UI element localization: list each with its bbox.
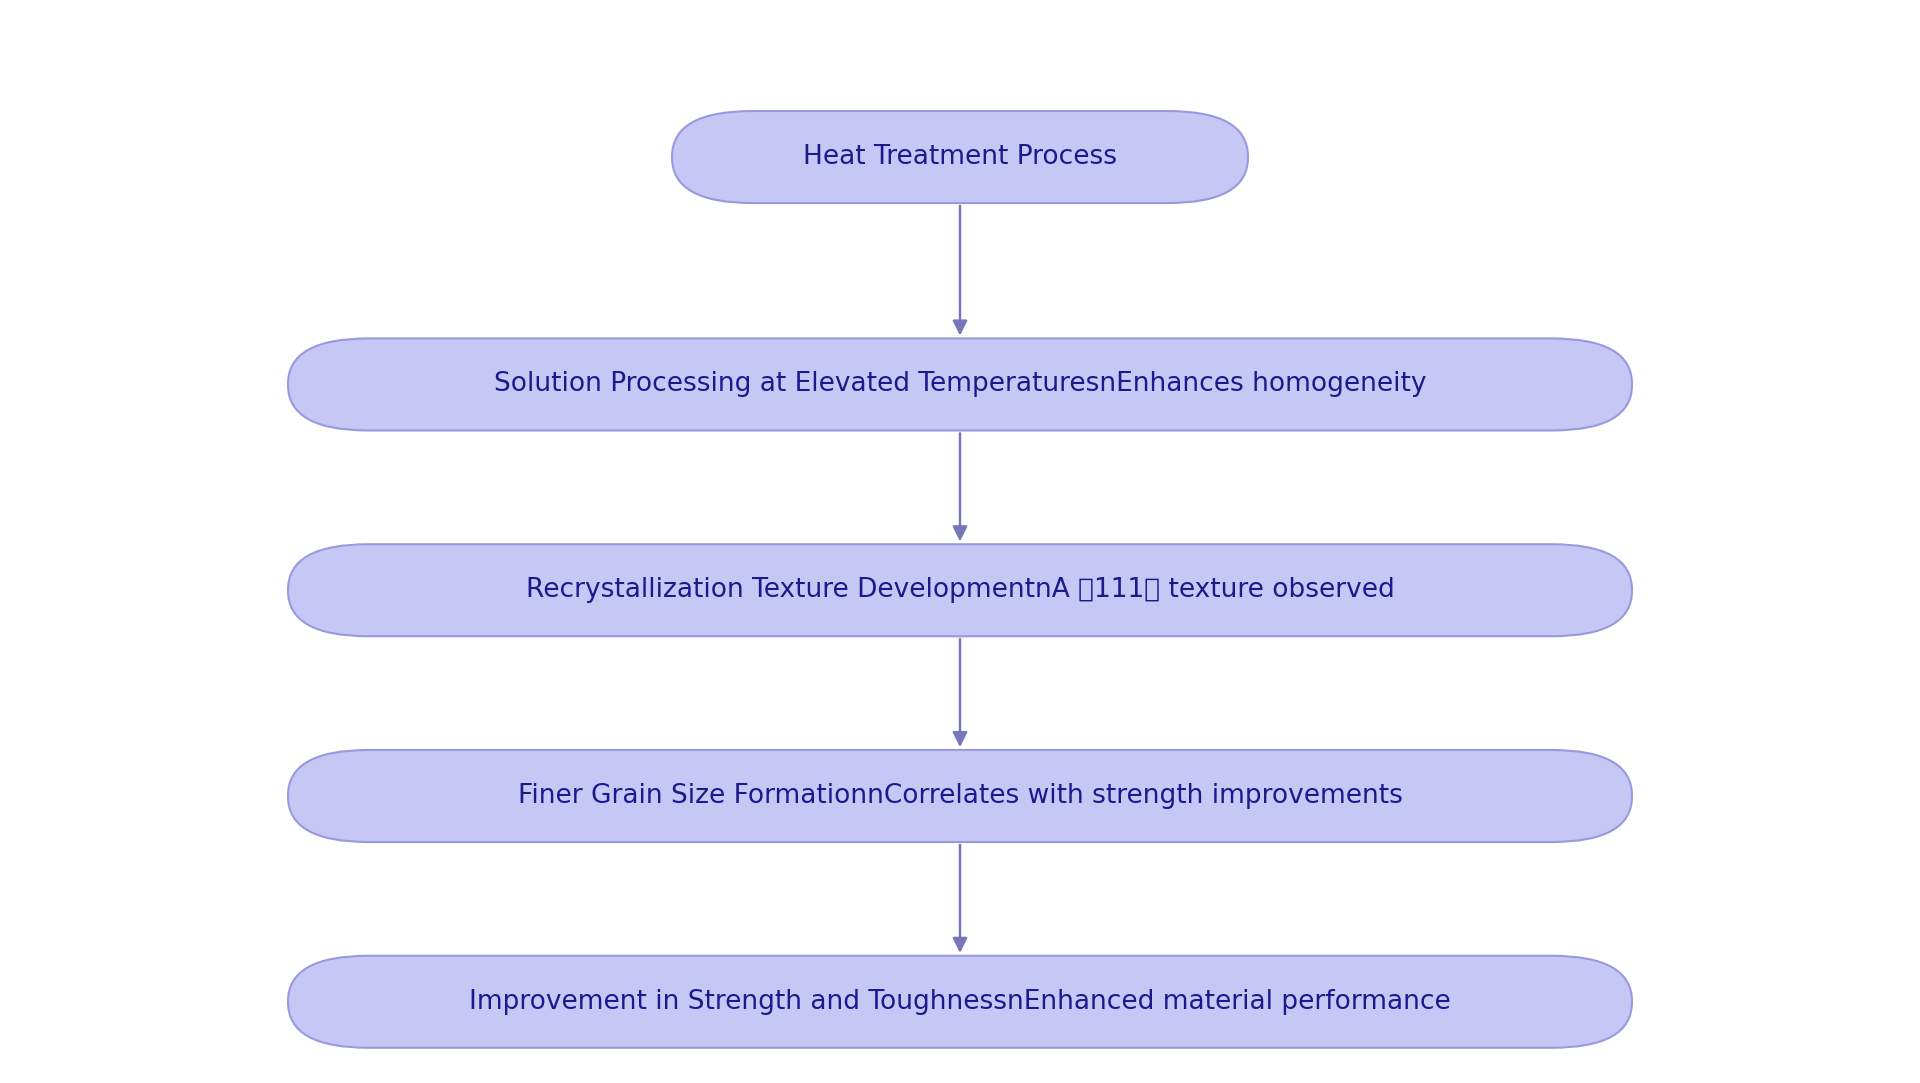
FancyBboxPatch shape	[288, 749, 1632, 843]
Text: Heat Treatment Process: Heat Treatment Process	[803, 144, 1117, 170]
FancyBboxPatch shape	[288, 338, 1632, 430]
FancyBboxPatch shape	[672, 112, 1248, 204]
Text: Solution Processing at Elevated TemperaturesnEnhances homogeneity: Solution Processing at Elevated Temperat…	[493, 371, 1427, 397]
Text: Recrystallization Texture DevelopmentnA 〈111〉 texture observed: Recrystallization Texture DevelopmentnA …	[526, 577, 1394, 603]
FancyBboxPatch shape	[288, 544, 1632, 637]
Text: Finer Grain Size FormationnCorrelates with strength improvements: Finer Grain Size FormationnCorrelates wi…	[518, 783, 1402, 809]
Text: Improvement in Strength and ToughnessnEnhanced material performance: Improvement in Strength and ToughnessnEn…	[468, 989, 1452, 1015]
FancyBboxPatch shape	[288, 956, 1632, 1048]
